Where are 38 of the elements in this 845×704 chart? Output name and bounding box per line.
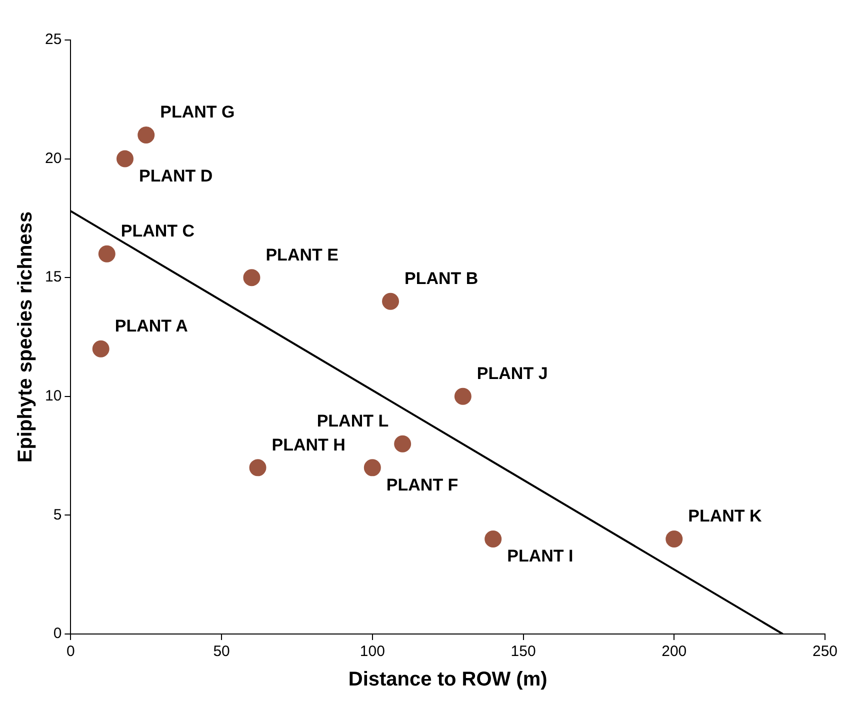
y-axis-title: Epiphyte species richness <box>14 211 37 463</box>
x-tick-label: 200 <box>662 643 687 660</box>
point <box>454 388 472 405</box>
x-tick-label: 100 <box>360 643 385 660</box>
annotation: PLANT C <box>120 222 195 241</box>
annotation: PLANT H <box>272 435 346 454</box>
point <box>484 530 502 548</box>
x-tick-label: 50 <box>213 643 230 660</box>
y-tick-label: 25 <box>44 31 62 48</box>
point <box>243 269 260 286</box>
point <box>138 126 155 144</box>
point <box>98 245 116 262</box>
y-tick-label: 20 <box>44 150 62 167</box>
x-tick-label: 0 <box>66 643 75 660</box>
point <box>116 150 134 168</box>
annotation: PLANT E <box>266 245 338 264</box>
x-tick-label: 250 <box>812 643 838 660</box>
y-tick-label: 0 <box>53 625 62 642</box>
annotation: PLANT J <box>476 364 548 384</box>
x-axis-title: Distance to ROW (m) <box>348 668 548 691</box>
point <box>364 459 381 476</box>
annotation: PLANT F <box>386 475 458 494</box>
point <box>382 292 400 310</box>
y-tick-label: 10 <box>44 388 62 405</box>
annotation: PLANT I <box>507 546 574 566</box>
annotation: PLANT A <box>114 316 188 336</box>
annotation: PLANT L <box>316 412 389 431</box>
annotation: PLANT D <box>138 166 213 186</box>
annotation: PLANT B <box>404 269 478 288</box>
annotation: PLANT K <box>688 506 763 526</box>
annotation: PLANT G <box>160 102 235 122</box>
point <box>394 435 412 452</box>
point <box>92 340 110 358</box>
y-tick-label: 15 <box>44 268 62 286</box>
point <box>666 530 683 548</box>
x-tick-label: 150 <box>510 643 536 660</box>
point <box>249 459 266 476</box>
y-tick-label: 5 <box>53 506 62 524</box>
